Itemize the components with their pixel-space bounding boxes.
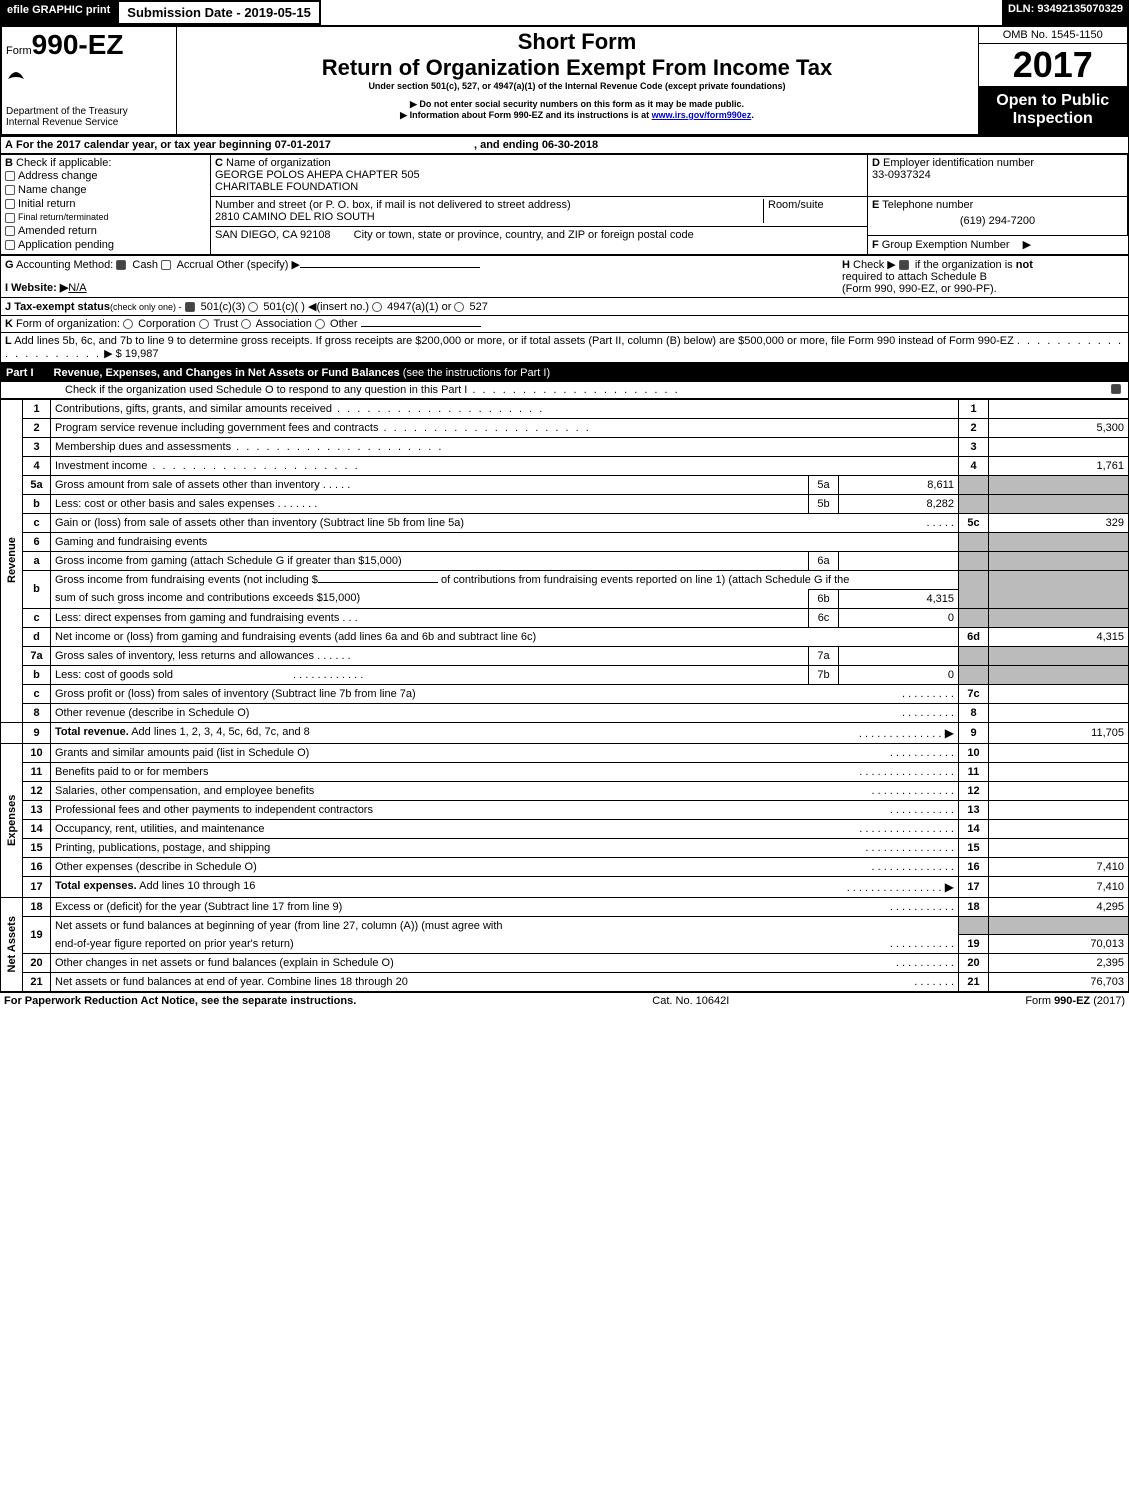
checkbox-amended-return[interactable] xyxy=(5,226,15,236)
check-applicable-list: Address change Name change Initial retur… xyxy=(5,169,206,252)
checkbox-schedule-b[interactable] xyxy=(899,260,909,270)
open-to-public-badge: Open to Public Inspection xyxy=(979,86,1128,134)
city-state-zip: SAN DIEGO, CA 92108 xyxy=(215,229,331,241)
under-section: Under section 501(c), 527, or 4947(a)(1)… xyxy=(181,81,974,91)
radio-4947[interactable] xyxy=(372,302,382,312)
website-value: N/A xyxy=(68,282,86,294)
radio-trust[interactable] xyxy=(199,319,209,329)
catalog-number: Cat. No. 10642I xyxy=(652,995,729,1007)
org-name-1: GEORGE POLOS AHEPA CHAPTER 505 xyxy=(215,169,420,181)
checkbox-name-change[interactable] xyxy=(5,185,15,195)
top-bar: efile GRAPHIC print Submission Date - 20… xyxy=(0,0,1129,25)
main-table: Revenue 1Contributions, gifts, grants, a… xyxy=(0,399,1129,993)
revenue-side-label: Revenue xyxy=(1,399,23,722)
radio-501c[interactable] xyxy=(248,302,258,312)
form-number: Form990-EZ xyxy=(6,29,172,61)
street-address: 2810 CAMINO DEL RIO SOUTH xyxy=(215,211,375,223)
efile-print-button[interactable]: efile GRAPHIC print xyxy=(0,0,117,25)
radio-other-org[interactable] xyxy=(315,319,325,329)
return-title: Return of Organization Exempt From Incom… xyxy=(181,55,974,81)
checkbox-final-return[interactable] xyxy=(5,213,15,223)
radio-527[interactable] xyxy=(454,302,464,312)
submission-date: Submission Date - 2019-05-15 xyxy=(117,0,321,25)
irs-eagle-icon xyxy=(6,65,172,84)
form-footer-label: Form 990-EZ (2017) xyxy=(1025,995,1125,1007)
telephone-value: (619) 294-7200 xyxy=(872,211,1123,231)
part-1-check-line: Check if the organization used Schedule … xyxy=(0,382,1129,399)
checkbox-initial-return[interactable] xyxy=(5,199,15,209)
header-table: Form990-EZ Department of the Treasury In… xyxy=(0,25,1129,136)
radio-association[interactable] xyxy=(241,319,251,329)
radio-cash[interactable] xyxy=(116,260,126,270)
checkbox-application-pending[interactable] xyxy=(5,240,15,250)
dept-treasury: Department of the Treasury xyxy=(6,106,172,117)
room-suite: Room/suite xyxy=(763,199,863,223)
expenses-side-label: Expenses xyxy=(1,743,23,897)
section-l: L Add lines 5b, 6c, and 7b to line 9 to … xyxy=(0,333,1129,364)
checkbox-schedule-o[interactable] xyxy=(1111,384,1121,394)
netassets-side-label: Net Assets xyxy=(1,897,23,992)
org-name-2: CHARITABLE FOUNDATION xyxy=(215,181,358,193)
section-j: J Tax-exempt status(check only one) - 50… xyxy=(0,298,1129,316)
dept-irs: Internal Revenue Service xyxy=(6,117,172,128)
omb-number: OMB No. 1545-1150 xyxy=(978,26,1128,44)
form990ez-link[interactable]: www.irs.gov/form990ez xyxy=(652,110,752,120)
footer: For Paperwork Reduction Act Notice, see … xyxy=(0,992,1129,1009)
notice-ssn: ▶ Do not enter social security numbers o… xyxy=(181,99,974,110)
part-1-header: Part I Revenue, Expenses, and Changes in… xyxy=(0,364,1129,382)
section-a: A For the 2017 calendar year, or tax yea… xyxy=(0,136,1129,154)
section-k: K Form of organization: Corporation Trus… xyxy=(0,316,1129,333)
gross-receipts-amount: ▶ $ 19,987 xyxy=(104,348,158,360)
notice-info: ▶ Information about Form 990-EZ and its … xyxy=(181,110,974,121)
ein-value: 33-0937324 xyxy=(872,169,931,181)
dln-label: DLN: 93492135070329 xyxy=(1002,0,1129,25)
checkbox-address-change[interactable] xyxy=(5,171,15,181)
tax-year: 2017 xyxy=(979,44,1128,86)
sections-bcdef: B Check if applicable: Address change Na… xyxy=(0,154,1129,256)
radio-accrual[interactable] xyxy=(161,260,171,270)
short-form-title: Short Form xyxy=(181,29,974,55)
radio-501c3[interactable] xyxy=(185,302,195,312)
radio-corporation[interactable] xyxy=(123,319,133,329)
arrow-icon: ▶ xyxy=(1023,239,1031,251)
section-gh: G Accounting Method: Cash Accrual Other … xyxy=(0,256,1129,298)
paperwork-notice: For Paperwork Reduction Act Notice, see … xyxy=(4,995,356,1007)
